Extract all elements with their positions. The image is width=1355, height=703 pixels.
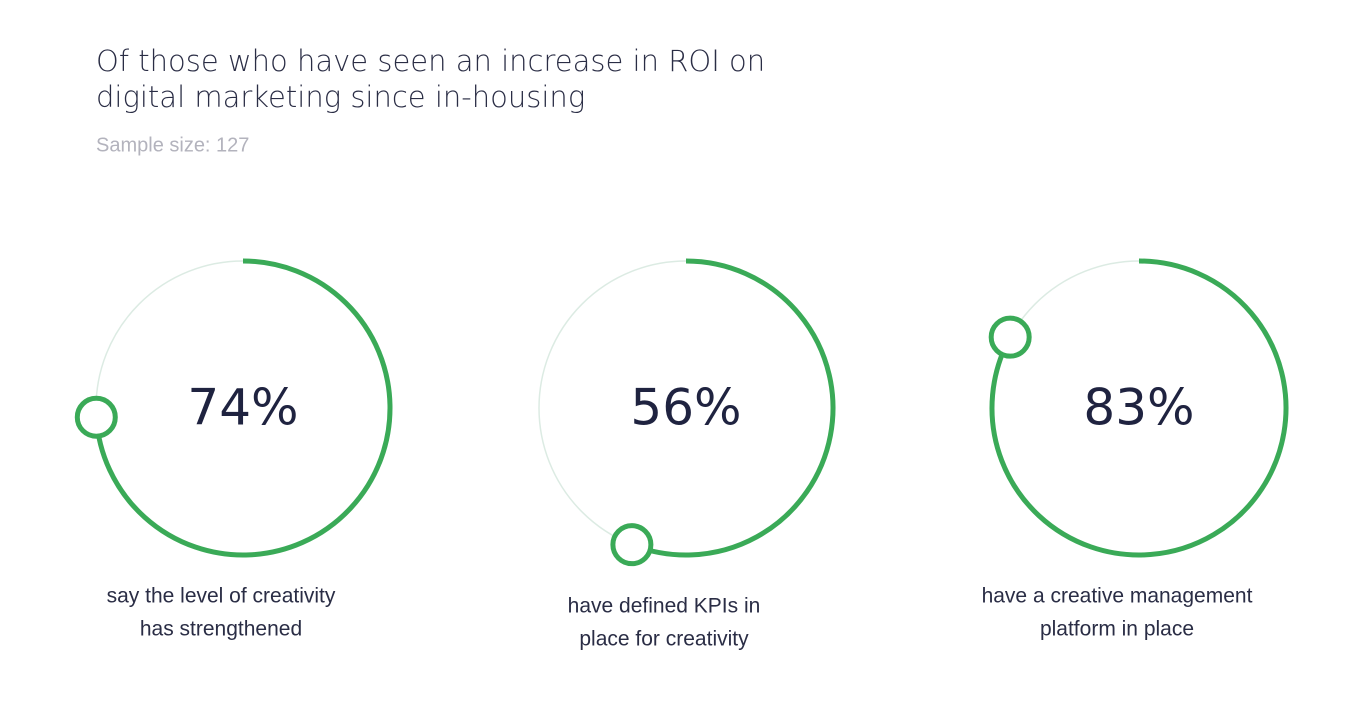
subtitle: Sample size: 127 xyxy=(96,134,249,156)
gauge-knob xyxy=(74,395,118,439)
gauge-value-label: 74% xyxy=(187,379,298,437)
gauge-caption: have defined KPIs in xyxy=(568,595,761,618)
gauge-arc xyxy=(989,258,1289,558)
gauge-knob xyxy=(610,523,654,567)
gauge-knob xyxy=(988,315,1032,359)
title-line: Of those who have seen an increase in RO… xyxy=(96,44,765,78)
title-line: digital marketing since in-housing xyxy=(96,80,585,114)
gauge-caption: has strengthened xyxy=(140,618,302,641)
gauge-arc xyxy=(93,258,393,558)
gauge-caption: have a creative management xyxy=(982,585,1253,608)
gauge-caption: place for creativity xyxy=(579,628,749,651)
gauge-value-label: 56% xyxy=(630,379,741,437)
gauge-caption: say the level of creativity xyxy=(107,585,336,608)
gauge-arc xyxy=(630,258,836,558)
gauge-caption: platform in place xyxy=(1040,618,1194,641)
gauge-value-label: 83% xyxy=(1083,379,1194,437)
